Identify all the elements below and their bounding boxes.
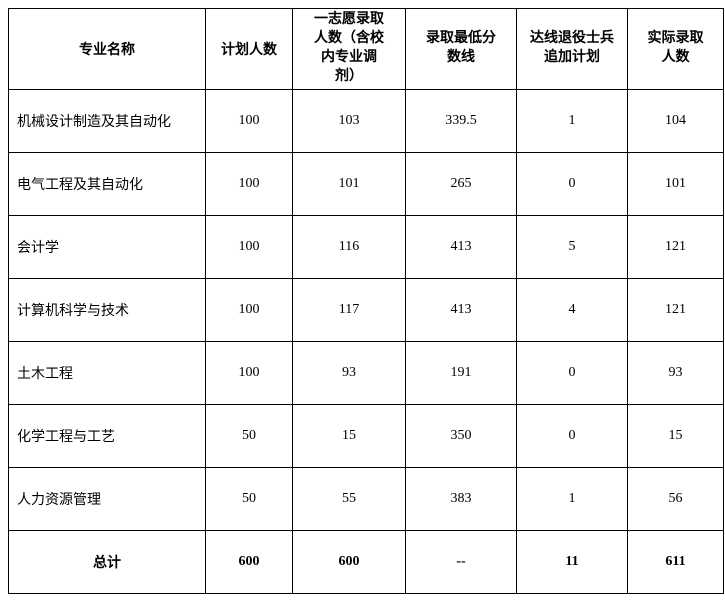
cell-minscore: 383 xyxy=(406,468,517,531)
total-actual: 611 xyxy=(628,531,724,594)
cell-name: 电气工程及其自动化 xyxy=(9,153,206,216)
table-row: 计算机科学与技术 100 117 413 4 121 xyxy=(9,279,724,342)
cell-veteran: 1 xyxy=(517,90,628,153)
cell-name: 会计学 xyxy=(9,216,206,279)
cell-plan: 100 xyxy=(206,279,293,342)
col-header-minscore-l2: 数线 xyxy=(447,50,475,65)
col-header-first-l2: 人数（含校 xyxy=(314,31,384,46)
cell-name: 人力资源管理 xyxy=(9,468,206,531)
total-veteran: 11 xyxy=(517,531,628,594)
cell-actual: 104 xyxy=(628,90,724,153)
col-header-first: 一志愿录取 人数（含校 内专业调 剂） xyxy=(293,9,406,90)
col-header-name-text: 专业名称 xyxy=(79,43,135,58)
cell-veteran: 0 xyxy=(517,153,628,216)
col-header-minscore: 录取最低分 数线 xyxy=(406,9,517,90)
cell-first: 116 xyxy=(293,216,406,279)
cell-veteran: 1 xyxy=(517,468,628,531)
col-header-veteran: 达线退役士兵 追加计划 xyxy=(517,9,628,90)
cell-actual: 121 xyxy=(628,279,724,342)
cell-minscore: 265 xyxy=(406,153,517,216)
total-first: 600 xyxy=(293,531,406,594)
table-body: 机械设计制造及其自动化 100 103 339.5 1 104 电气工程及其自动… xyxy=(9,90,724,594)
cell-first: 103 xyxy=(293,90,406,153)
cell-actual: 56 xyxy=(628,468,724,531)
table-row: 化学工程与工艺 50 15 350 0 15 xyxy=(9,405,724,468)
cell-minscore: 350 xyxy=(406,405,517,468)
col-header-actual-l2: 人数 xyxy=(662,50,690,65)
table-row: 机械设计制造及其自动化 100 103 339.5 1 104 xyxy=(9,90,724,153)
cell-first: 101 xyxy=(293,153,406,216)
col-header-first-l1: 一志愿录取 xyxy=(314,12,384,27)
cell-veteran: 0 xyxy=(517,405,628,468)
table-row: 会计学 100 116 413 5 121 xyxy=(9,216,724,279)
cell-first: 93 xyxy=(293,342,406,405)
cell-minscore: 413 xyxy=(406,279,517,342)
total-name: 总计 xyxy=(9,531,206,594)
cell-name: 计算机科学与技术 xyxy=(9,279,206,342)
col-header-minscore-l1: 录取最低分 xyxy=(426,31,496,46)
cell-name: 机械设计制造及其自动化 xyxy=(9,90,206,153)
cell-minscore: 191 xyxy=(406,342,517,405)
col-header-first-l3: 内专业调 xyxy=(321,50,377,65)
cell-veteran: 4 xyxy=(517,279,628,342)
header-row: 专业名称 计划人数 一志愿录取 人数（含校 内专业调 剂） 录取最低分 数线 达… xyxy=(9,9,724,90)
admission-table: 专业名称 计划人数 一志愿录取 人数（含校 内专业调 剂） 录取最低分 数线 达… xyxy=(8,8,724,594)
cell-minscore: 339.5 xyxy=(406,90,517,153)
cell-plan: 100 xyxy=(206,342,293,405)
cell-first: 117 xyxy=(293,279,406,342)
cell-first: 15 xyxy=(293,405,406,468)
total-minscore: -- xyxy=(406,531,517,594)
cell-plan: 50 xyxy=(206,405,293,468)
table-row: 土木工程 100 93 191 0 93 xyxy=(9,342,724,405)
col-header-first-l4: 剂） xyxy=(335,69,363,84)
col-header-plan-text: 计划人数 xyxy=(221,43,277,58)
col-header-name: 专业名称 xyxy=(9,9,206,90)
cell-plan: 100 xyxy=(206,153,293,216)
cell-name: 土木工程 xyxy=(9,342,206,405)
col-header-plan: 计划人数 xyxy=(206,9,293,90)
cell-minscore: 413 xyxy=(406,216,517,279)
cell-veteran: 5 xyxy=(517,216,628,279)
cell-first: 55 xyxy=(293,468,406,531)
col-header-actual: 实际录取 人数 xyxy=(628,9,724,90)
cell-actual: 15 xyxy=(628,405,724,468)
table-row: 电气工程及其自动化 100 101 265 0 101 xyxy=(9,153,724,216)
col-header-veteran-l1: 达线退役士兵 xyxy=(530,31,614,46)
cell-veteran: 0 xyxy=(517,342,628,405)
cell-plan: 50 xyxy=(206,468,293,531)
total-row: 总计 600 600 -- 11 611 xyxy=(9,531,724,594)
cell-plan: 100 xyxy=(206,216,293,279)
cell-name: 化学工程与工艺 xyxy=(9,405,206,468)
cell-actual: 101 xyxy=(628,153,724,216)
total-plan: 600 xyxy=(206,531,293,594)
cell-plan: 100 xyxy=(206,90,293,153)
table-row: 人力资源管理 50 55 383 1 56 xyxy=(9,468,724,531)
cell-actual: 121 xyxy=(628,216,724,279)
col-header-veteran-l2: 追加计划 xyxy=(544,50,600,65)
col-header-actual-l1: 实际录取 xyxy=(648,31,704,46)
cell-actual: 93 xyxy=(628,342,724,405)
